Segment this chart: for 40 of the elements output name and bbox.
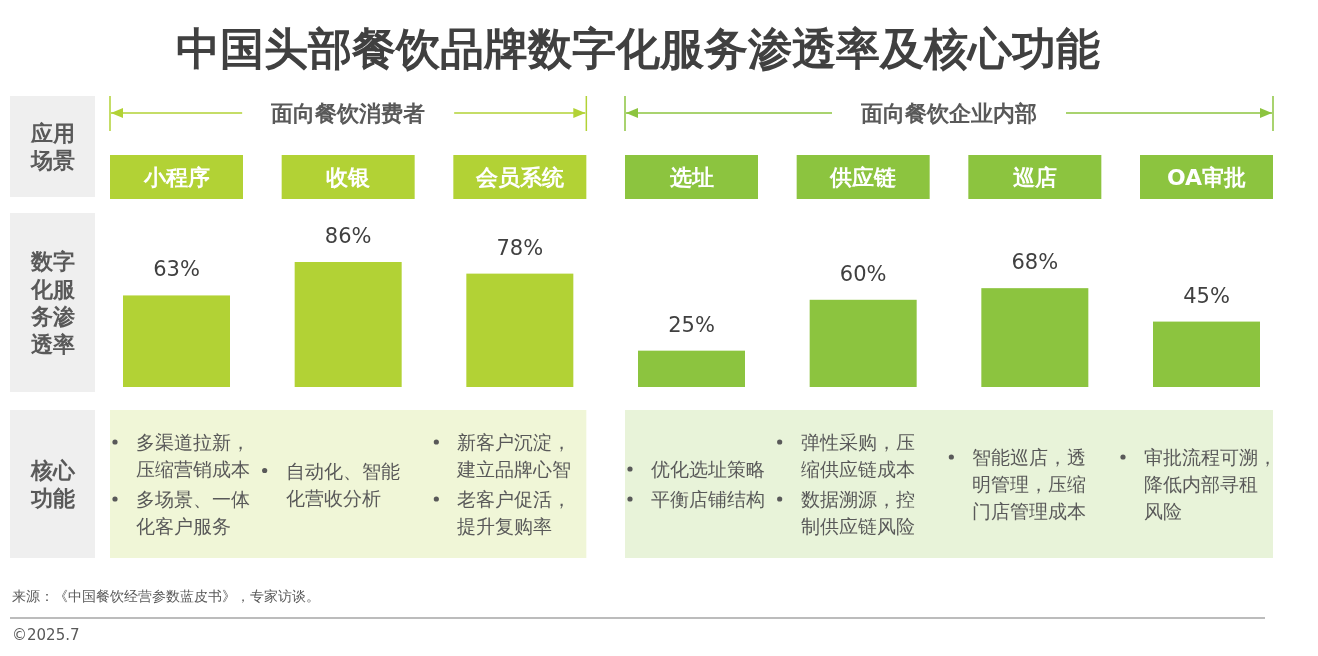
text: 核心功能: [29, 458, 76, 511]
data-label: 68%: [1011, 250, 1059, 275]
x-tick-label: 巡店: [1012, 165, 1057, 190]
text: 自动化、智能化营收分析: [285, 459, 400, 509]
data-label: 25%: [668, 312, 715, 337]
x-tick-label: 收银: [326, 165, 372, 190]
text: 优化选址策略: [651, 458, 765, 480]
data-label: 86%: [324, 224, 372, 248]
bar: [294, 262, 402, 387]
bar: [1153, 321, 1260, 387]
text: 平衡店铺结构: [651, 488, 765, 510]
bar: [466, 273, 574, 387]
text: 弹性采购，压缩供应链成本: [800, 431, 915, 480]
bar: [981, 288, 1089, 387]
x-tick-label: 会员系统: [474, 165, 565, 190]
text: 审批流程可溯，降低内部寻租风险: [1144, 446, 1277, 522]
x-tick-label: 选址: [668, 165, 714, 190]
text: 新客户沉淀，建立品牌心智: [456, 431, 572, 480]
bar: [638, 350, 745, 387]
text: 智能巡店，透明管理，压缩门店管理成本: [972, 446, 1087, 522]
text: 数据溯源，控制供应链风险: [800, 488, 915, 537]
data-label: 78%: [496, 235, 544, 260]
text: 多渠道拉新，压缩营销成本: [136, 431, 250, 480]
x-axis-title: 应用场景: [29, 120, 75, 174]
bar: [809, 299, 917, 387]
data-label: 63%: [153, 257, 200, 282]
text: 老客户促活，提升复购率: [457, 488, 572, 537]
chart-title: 中国头部餐饮品牌数字化服务渗透率及核心功能: [176, 23, 1100, 74]
x-tick-label: 小程序: [142, 165, 210, 190]
x-tick-label: OA审批: [1166, 165, 1247, 190]
bar: [123, 295, 230, 387]
data-label: 45%: [1183, 283, 1230, 308]
text: 多场景、一体化客户服务: [136, 488, 250, 537]
y-axis-title: 数字化服务渗透率: [29, 249, 76, 357]
x-tick-label: 供应链: [829, 165, 898, 190]
text: 面向餐饮消费者: [270, 101, 426, 126]
data-label: 60%: [839, 261, 887, 286]
text: ©2025.7: [12, 626, 80, 644]
source-note: 来源：《中国餐饮经营参数蓝皮书》，专家访谈。: [12, 588, 320, 604]
text: 面向餐饮企业内部: [860, 101, 1037, 126]
